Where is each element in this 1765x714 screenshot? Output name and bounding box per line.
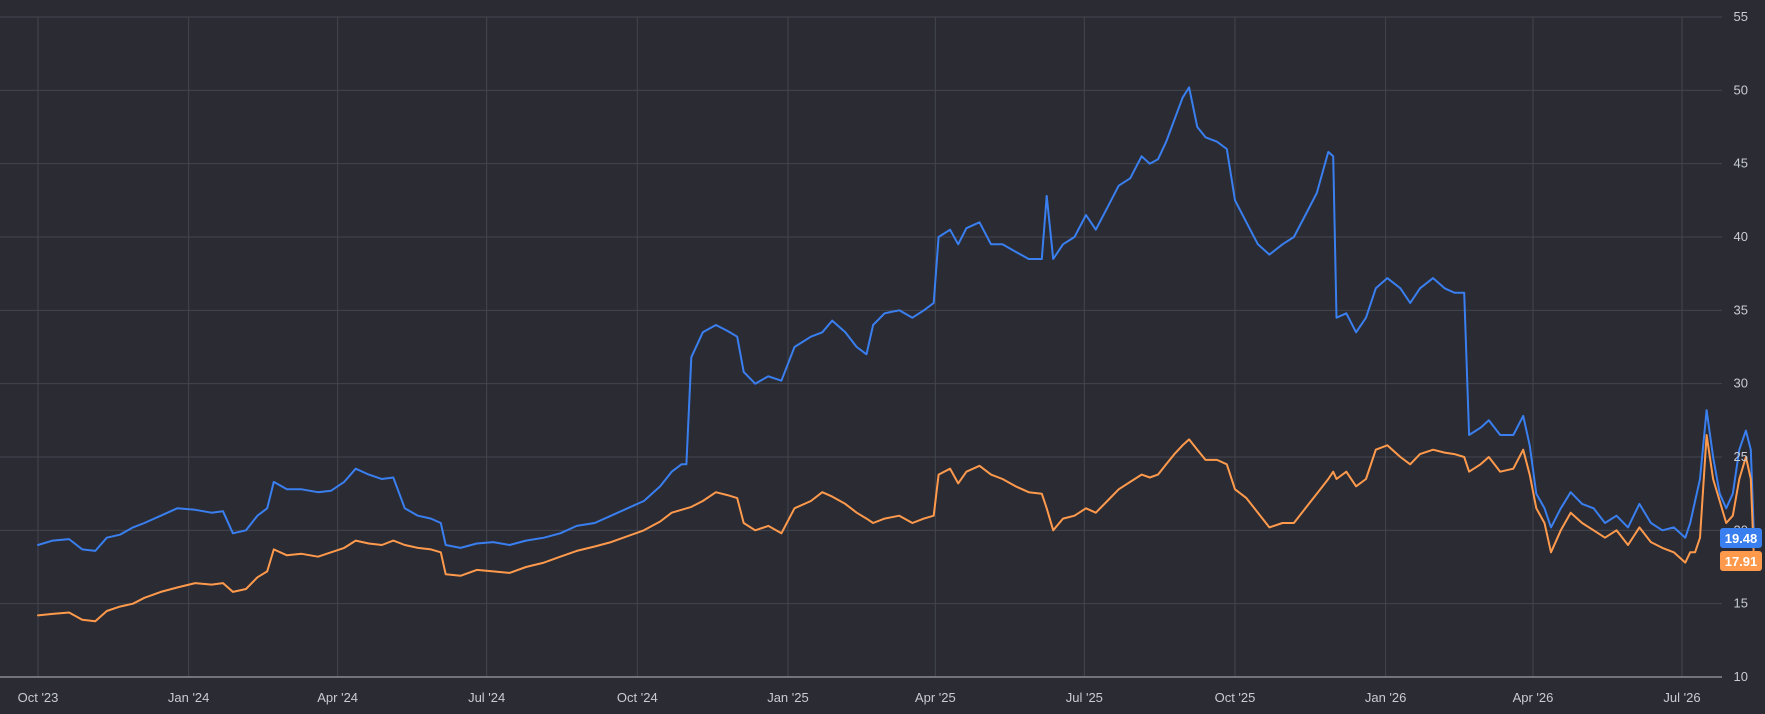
y-tick-label: 55 [1734, 9, 1748, 24]
x-tick-label: Jul '25 [1066, 690, 1103, 705]
last-value-badge-1: 19.48 [1720, 527, 1762, 548]
y-tick-label: 10 [1734, 669, 1748, 684]
last-value-badges: 19.48 17.91 [1720, 527, 1762, 571]
last-value-badge-2: 17.91 [1720, 550, 1762, 571]
y-tick-label: 30 [1734, 376, 1748, 391]
y-tick-label: 40 [1734, 229, 1748, 244]
series-lines [37, 86, 1755, 623]
y-tick-label: 25 [1734, 449, 1748, 464]
x-tick-label: Jan '25 [767, 690, 809, 705]
x-tick-label: Jan '24 [168, 690, 210, 705]
y-tick-label: 15 [1734, 596, 1748, 611]
badge-background [1720, 550, 1762, 571]
x-tick-label: Apr '24 [317, 690, 358, 705]
badge-background [1720, 527, 1762, 548]
x-tick-label: Jul '24 [468, 690, 505, 705]
series-line-1 [37, 86, 1755, 552]
x-tick-label: Apr '25 [915, 690, 956, 705]
x-tick-label: Oct '23 [18, 690, 59, 705]
y-tick-label: 45 [1734, 156, 1748, 171]
y-tick-label: 35 [1734, 302, 1748, 317]
x-tick-label: Oct '25 [1215, 690, 1256, 705]
y-tick-label: 50 [1734, 82, 1748, 97]
badge-value: 19.48 [1725, 531, 1758, 546]
x-tick-label: Oct '24 [617, 690, 658, 705]
grid [0, 16, 1722, 677]
x-tick-label: Jul '26 [1663, 690, 1700, 705]
x-tick-label: Apr '26 [1513, 690, 1554, 705]
series-line-2 [37, 434, 1755, 623]
badge-value: 17.91 [1725, 554, 1758, 569]
x-tick-label: Jan '26 [1365, 690, 1407, 705]
